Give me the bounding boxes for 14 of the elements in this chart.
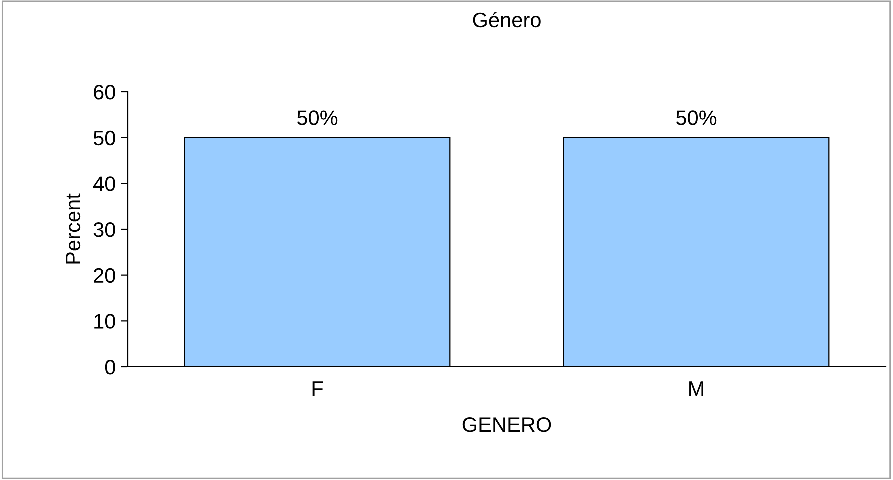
y-axis-title: Percent: [66, 194, 81, 264]
y-tick-label: 40: [94, 176, 116, 192]
x-tick-label: M: [690, 382, 704, 396]
y-tick-label: 30: [94, 222, 116, 238]
y-tick-label: 10: [94, 314, 116, 329]
y-tick-label: 60: [94, 85, 116, 100]
data-label: 50%: [297, 110, 338, 126]
chart-title: Género: [473, 12, 541, 28]
y-tick-label: 50: [94, 130, 116, 146]
y-tick-label: 20: [94, 268, 116, 284]
x-tick-label: F: [312, 382, 324, 396]
data-label: 50%: [676, 110, 717, 126]
y-tick-label: 0: [105, 360, 116, 375]
x-axis-title: GENERO: [462, 418, 552, 432]
